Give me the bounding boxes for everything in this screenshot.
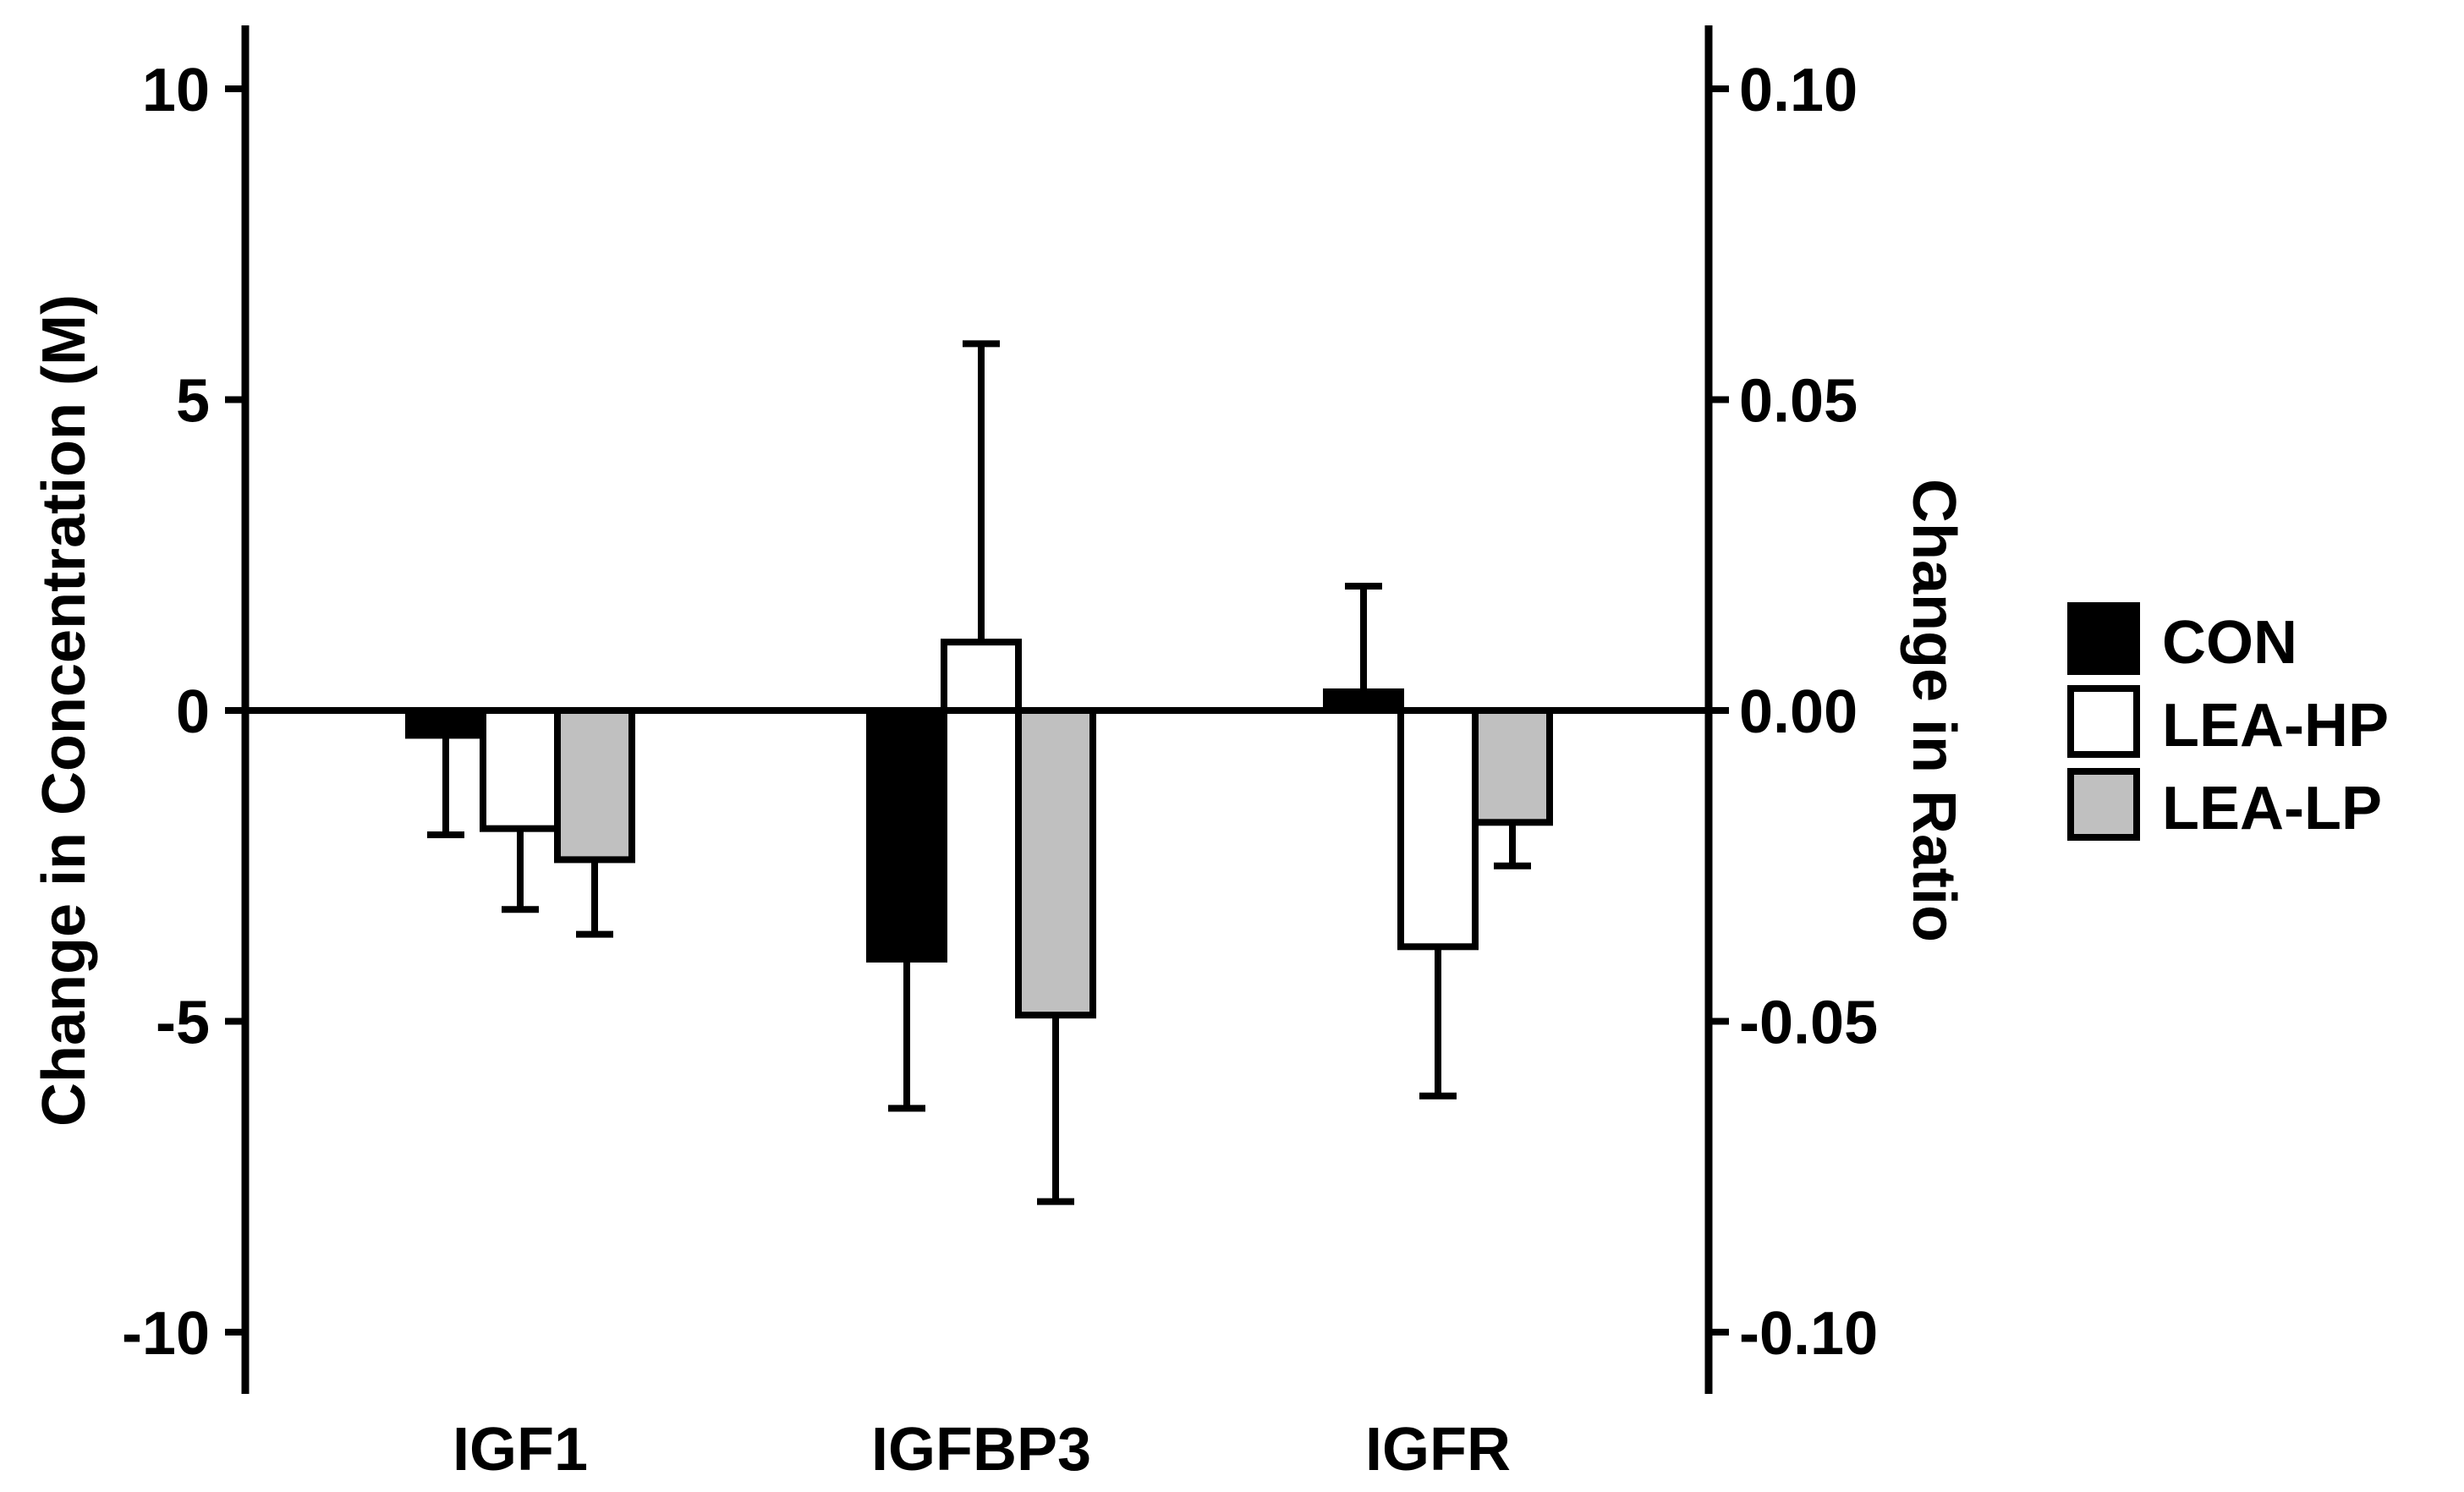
bar-igfbp3-lea-lp (1015, 707, 1096, 1019)
y-tick-label-right: -0.10 (1739, 1300, 1878, 1368)
bar-igf1-con (405, 707, 486, 739)
x-tick-label: IGFBP3 (871, 1416, 1091, 1484)
y-tick-label-left: 5 (176, 368, 210, 436)
y-tick-label-right: 0.10 (1739, 57, 1858, 124)
bar-igfr-con (1323, 688, 1404, 715)
legend-label-lea-lp: LEA-LP (2162, 775, 2382, 842)
legend-swatch-con (2067, 602, 2140, 675)
bar-igfr-lea-lp (1472, 707, 1553, 826)
ticks (225, 85, 1729, 1336)
y-tick-label-right: -0.05 (1739, 990, 1878, 1057)
labels: 10 5 0 -5 -10 0.10 0.05 0.00 -0.05 -0.10 IGF1 IGFBP… (122, 57, 1878, 1484)
bar-igf1-lea-hp (480, 707, 561, 832)
y-tick-label-right: 0.05 (1739, 368, 1858, 436)
bars (405, 639, 1553, 1019)
legend: CON LEA-HP LEA-LP (2067, 602, 2389, 842)
y-tick-label-left: -5 (156, 990, 210, 1057)
legend-label-con: CON (2162, 609, 2297, 677)
y-tick-label-left: 10 (142, 57, 210, 124)
y-tick-label-left: 0 (176, 678, 210, 746)
bar-igfbp3-con (866, 707, 947, 963)
bar-igfbp3-lea-hp (941, 639, 1022, 715)
y-tick-label-right: 0.00 (1739, 678, 1858, 746)
bar-igfr-lea-hp (1397, 707, 1479, 951)
legend-swatch-lea-hp (2067, 685, 2140, 758)
y-axis-title-right: Change in Ratio (1900, 479, 1967, 942)
bar-igf1-lea-lp (554, 707, 635, 864)
legend-swatch-lea-lp (2067, 768, 2140, 841)
error-bars (427, 340, 1531, 1205)
legend-label-lea-hp: LEA-HP (2162, 692, 2389, 760)
x-tick-label: IGFR (1365, 1416, 1511, 1484)
y-axis-title-left: Change in Concentration (M) (30, 294, 98, 1127)
x-tick-label: IGF1 (453, 1416, 588, 1484)
y-tick-label-left: -10 (122, 1300, 210, 1368)
